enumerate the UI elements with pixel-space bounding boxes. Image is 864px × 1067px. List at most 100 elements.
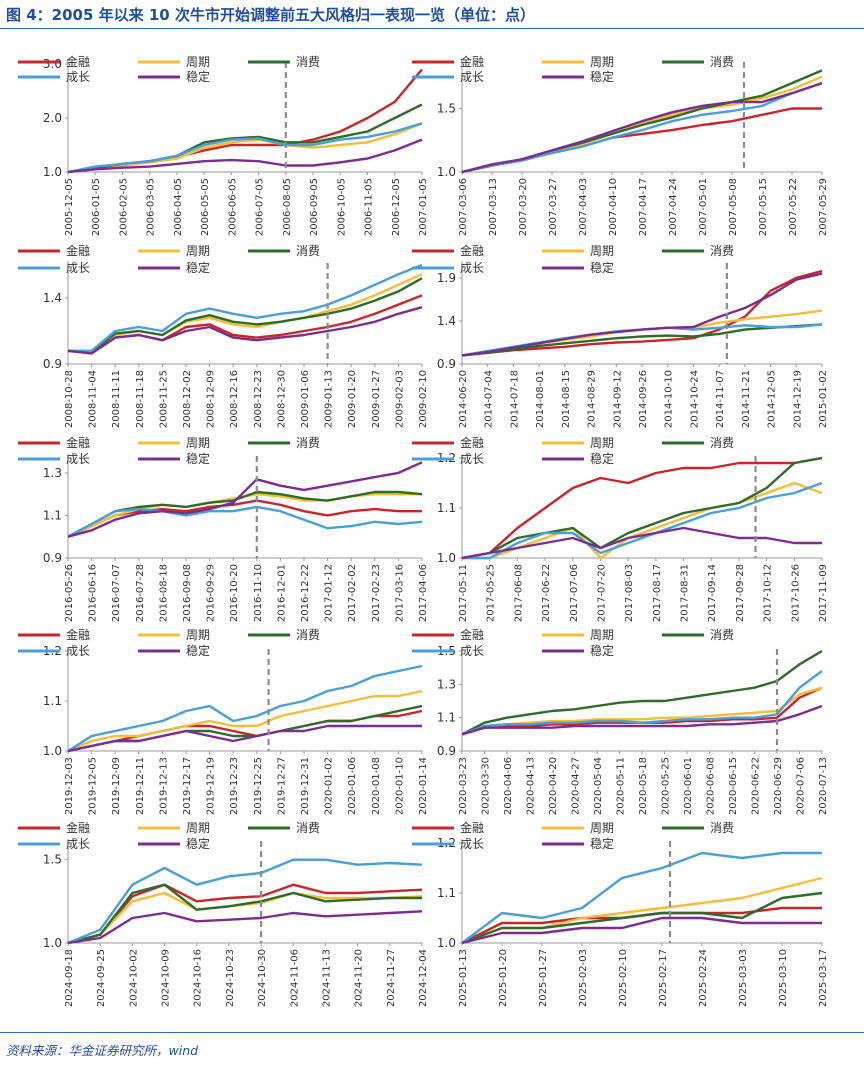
- x-tick-label: 2024-12-04: [418, 949, 429, 1007]
- x-tick-label: 2014-07-04: [484, 370, 495, 428]
- x-tick-label: 2017-08-03: [624, 564, 635, 622]
- legend-label: 稳定: [590, 69, 614, 84]
- legend-label: 周期: [590, 628, 614, 642]
- x-tick-label: 2007-05-22: [788, 178, 799, 236]
- x-tick-label: 2019-12-17: [182, 757, 193, 815]
- legend-label: 金融: [460, 435, 484, 450]
- series-line-稳定: [461, 704, 823, 736]
- series-line-成长: [67, 122, 423, 174]
- x-tick-label: 2020-04-27: [571, 757, 582, 815]
- x-tick-label: 2016-11-10: [253, 564, 264, 622]
- x-tick-label: 2017-05-11: [458, 564, 469, 622]
- x-tick-label: 2006-02-05: [118, 178, 129, 236]
- x-tick-label: 2007-01-05: [418, 178, 429, 236]
- legend-label: 消费: [710, 821, 734, 835]
- x-tick-label: 2024-11-27: [386, 949, 397, 1007]
- legend-label: 稳定: [590, 836, 614, 851]
- legend-label: 消费: [296, 821, 320, 835]
- x-tick-label: 2008-11-25: [158, 370, 169, 428]
- x-tick-label: 2019-12-27: [276, 757, 287, 815]
- legend-label: 周期: [186, 628, 210, 642]
- legend-label: 金融: [460, 54, 484, 69]
- legend-label: 消费: [710, 436, 734, 450]
- series-line-稳定: [67, 138, 423, 174]
- x-tick-label: 2009-01-20: [347, 370, 358, 428]
- legend-label: 成长: [66, 452, 90, 466]
- x-tick-label: 2006-12-05: [391, 178, 402, 236]
- x-tick-label: 2024-10-02: [128, 949, 139, 1007]
- x-tick-label: 2017-02-02: [347, 564, 358, 622]
- x-tick-label: 2025-03-10: [778, 949, 789, 1007]
- x-tick-label: 2024-10-23: [225, 949, 236, 1007]
- x-tick-label: 2016-07-07: [111, 564, 122, 622]
- legend-label: 稳定: [186, 643, 210, 658]
- y-tick-label: 1.5: [437, 101, 456, 115]
- x-tick-label: 2025-02-10: [618, 949, 629, 1007]
- legend-label: 成长: [66, 837, 90, 851]
- x-tick-label: 2007-04-24: [668, 178, 679, 236]
- chart-panel-2: 1.0 1.5 2007-03-06 2007-03-13 2007-03-20 2007…: [412, 54, 829, 236]
- legend-label: 金融: [66, 54, 90, 69]
- chart-panel-3: 0.9 1.4 2008-10-28 2008-11-04 2008-11-11 2008…: [18, 243, 429, 428]
- series-line-稳定: [67, 724, 422, 753]
- chart-panel-10: 1.01.11.22025-01-132025-01-202025-01-272…: [412, 820, 829, 1007]
- x-tick-label: 2020-01-14: [418, 757, 429, 815]
- x-tick-label: 2019-12-05: [88, 757, 99, 815]
- legend-label: 消费: [296, 436, 320, 450]
- x-tick-label: 2014-08-29: [587, 370, 598, 428]
- series-line-成长: [462, 481, 823, 560]
- series-line-成长: [67, 858, 423, 945]
- x-tick-label: 2008-11-04: [88, 370, 99, 428]
- legend-label: 成长: [66, 644, 90, 658]
- y-tick-label: 1.3: [437, 677, 456, 691]
- y-tick-label: 1.0: [437, 551, 456, 565]
- x-tick-label: 2024-11-06: [289, 949, 300, 1007]
- legend-label: 金融: [66, 435, 90, 450]
- x-tick-label: 2020-01-02: [324, 757, 335, 815]
- y-tick-label: 1.1: [437, 711, 456, 725]
- x-tick-label: 2017-07-06: [569, 564, 580, 622]
- y-tick-label: 1.9: [437, 271, 456, 285]
- x-tick-label: 2019-12-11: [135, 757, 146, 815]
- y-tick-label: 1.0: [43, 744, 62, 758]
- x-tick-label: 2016-09-29: [206, 564, 217, 622]
- chart-panel-4: 0.9 1.4 1.9 2014-06-20 2014-07-04 2014-07-18 2…: [412, 243, 829, 428]
- legend-label: 周期: [590, 55, 614, 69]
- x-tick-label: 2017-11-09: [818, 564, 829, 622]
- x-tick-label: 2017-06-08: [513, 564, 524, 622]
- x-tick-label: 2020-05-04: [593, 757, 604, 815]
- x-tick-label: 2019-12-31: [300, 757, 311, 815]
- x-tick-label: 2020-05-18: [638, 757, 649, 815]
- legend-label: 周期: [186, 55, 210, 69]
- series-line-成长: [67, 664, 423, 753]
- series-line-成长: [67, 505, 423, 538]
- legend-label: 稳定: [186, 69, 210, 84]
- y-tick-label: 1.4: [43, 291, 62, 305]
- x-tick-label: 2006-10-05: [336, 178, 347, 236]
- x-tick-label: 2007-05-29: [818, 178, 829, 236]
- x-tick-label: 2009-01-27: [371, 370, 382, 428]
- series-line-稳定: [67, 461, 423, 538]
- figure-title: 图 4：2005 年以来 10 次牛市开始调整前五大风格归一表现一览（单位：点）: [6, 6, 535, 24]
- x-tick-label: 2020-06-29: [773, 757, 784, 815]
- x-tick-label: 2020-03-30: [481, 757, 492, 815]
- legend-label: 成长: [460, 452, 484, 466]
- x-tick-label: 2020-04-06: [503, 757, 514, 815]
- x-tick-label: 2017-08-31: [680, 564, 691, 622]
- x-tick-label: 2014-11-07: [715, 370, 726, 428]
- chart-panel-9: 1.0 1.5 2024-09-18 2024-09-25 2024-10-02 2024…: [18, 820, 429, 1007]
- legend-label: 消费: [710, 55, 734, 69]
- y-tick-label: 1.0: [437, 936, 456, 950]
- x-tick-label: 2006-08-05: [282, 178, 293, 236]
- x-tick-label: 2019-12-03: [64, 757, 75, 815]
- x-tick-label: 2008-10-28: [64, 370, 75, 428]
- series-line-金融: [461, 906, 822, 945]
- y-tick-label: 0.9: [437, 744, 456, 758]
- x-tick-label: 2007-05-01: [698, 178, 709, 236]
- legend-label: 金融: [66, 243, 90, 258]
- legend-label: 成长: [460, 644, 484, 658]
- x-tick-label: 2005-12-05: [64, 178, 75, 236]
- x-tick-label: 2024-11-20: [354, 949, 365, 1007]
